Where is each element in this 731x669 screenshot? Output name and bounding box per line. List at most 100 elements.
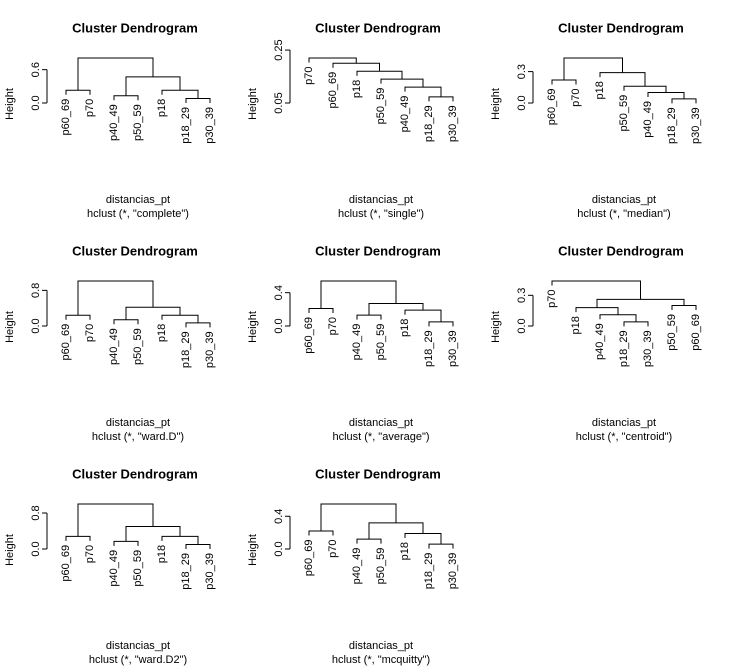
y-axis-label: Height [4, 311, 16, 343]
leaf-label: p30_39 [204, 331, 216, 368]
merge-link [185, 322, 211, 328]
leaf-label: p18_29 [180, 107, 192, 144]
merge-link [185, 98, 211, 104]
leaf-label: p50_59 [375, 88, 387, 125]
y-tick-label: 0.6 [30, 62, 42, 77]
leaf-label: p18 [594, 81, 606, 99]
y-tick-label: 0.4 [273, 285, 285, 300]
panel: Cluster Dendrogram Height distancias_pthcl… [4, 243, 216, 442]
leaf-label: p18_29 [618, 330, 630, 367]
merge-link [380, 78, 424, 88]
merge-link [647, 92, 685, 99]
panel: Cluster Dendrogram Height distancias_pthcl… [247, 243, 459, 442]
x-axis-label: distancias_pt [349, 194, 413, 206]
x-axis-label: distancias_pt [592, 194, 656, 206]
leaf-label: p60_69 [60, 99, 72, 136]
merge-link [113, 95, 139, 101]
leaf-label: p50_59 [375, 324, 387, 361]
merge-link [65, 535, 91, 541]
leaf-label: p40_49 [108, 104, 120, 141]
leaf-label: p70 [546, 290, 558, 308]
y-tick-label: 0.0 [30, 541, 42, 556]
merge-link [125, 76, 181, 96]
merge-link [113, 319, 139, 325]
y-tick-label: 0.3 [516, 64, 528, 79]
y-axis-label: Height [247, 311, 259, 343]
y-tick-label: 0.25 [273, 39, 285, 60]
y-tick-label: 0.05 [273, 92, 285, 113]
leaf-label: p18 [351, 80, 363, 98]
y-tick-label: 0.8 [30, 505, 42, 520]
leaf-label: p50_59 [132, 328, 144, 365]
subtitle: hclust (*, "median") [577, 208, 670, 220]
merge-link [623, 321, 649, 327]
y-axis-label: Height [490, 311, 502, 343]
leaf-label: p18_29 [180, 553, 192, 590]
leaf-label: p30_39 [690, 107, 702, 144]
merge-link [320, 280, 397, 309]
leaf-label: p70 [327, 317, 339, 335]
y-tick-label: 0.0 [516, 95, 528, 110]
leaf-label: p18 [156, 99, 168, 117]
merge-link [356, 314, 382, 320]
leaf-label: p18 [399, 542, 411, 560]
leaf-label: p70 [303, 67, 315, 85]
y-tick-label: 0.0 [273, 541, 285, 556]
leaf-label: p30_39 [447, 105, 459, 142]
leaf-label: p40_49 [399, 96, 411, 133]
merge-link [356, 538, 382, 544]
y-axis-label: Height [247, 88, 259, 120]
merge-link [599, 72, 646, 87]
chart-title: Cluster Dendrogram [72, 243, 198, 258]
y-tick-label: 0.4 [273, 509, 285, 524]
leaf-label: p60_69 [546, 88, 558, 125]
chart-title: Cluster Dendrogram [72, 20, 198, 35]
leaf-label: p18 [570, 316, 582, 334]
chart-title: Cluster Dendrogram [72, 466, 198, 481]
subtitle: hclust (*, "centroid") [576, 431, 672, 443]
chart-title: Cluster Dendrogram [315, 20, 441, 35]
leaf-label: p40_49 [642, 101, 654, 138]
leaf-label: p50_59 [132, 104, 144, 141]
leaf-label: p18_29 [180, 331, 192, 368]
merge-link [77, 57, 154, 91]
x-axis-label: distancias_pt [349, 640, 413, 652]
subtitle: hclust (*, "ward.D") [92, 431, 184, 443]
chart-title: Cluster Dendrogram [558, 20, 684, 35]
leaf-label: p30_39 [204, 553, 216, 590]
leaf-label: p60_69 [60, 545, 72, 582]
merge-link [77, 503, 154, 537]
leaf-label: p18 [156, 324, 168, 342]
subtitle: hclust (*, "average") [332, 431, 429, 443]
merge-link [551, 280, 641, 300]
leaf-label: p50_59 [666, 314, 678, 351]
merge-link [596, 298, 685, 308]
y-tick-label: 0.0 [30, 95, 42, 110]
leaf-label: p30_39 [642, 330, 654, 367]
merge-link [320, 503, 397, 531]
leaf-label: p18 [156, 545, 168, 563]
leaf-label: p50_59 [375, 548, 387, 585]
leaf-label: p30_39 [447, 553, 459, 590]
leaf-label: p30_39 [204, 107, 216, 144]
x-axis-label: distancias_pt [592, 417, 656, 429]
leaf-label: p40_49 [108, 328, 120, 365]
merge-link [671, 98, 697, 104]
x-axis-label: distancias_pt [106, 640, 170, 652]
leaf-label: p70 [84, 324, 96, 342]
merge-link [77, 280, 154, 316]
leaf-label: p70 [84, 99, 96, 117]
subtitle: hclust (*, "complete") [87, 208, 189, 220]
merge-link [308, 57, 357, 64]
leaf-label: p18_29 [666, 107, 678, 144]
y-axis-label: Height [4, 88, 16, 120]
leaf-label: p70 [84, 545, 96, 563]
chart-title: Cluster Dendrogram [315, 243, 441, 258]
merge-link [161, 535, 199, 545]
leaf-label: p70 [570, 88, 582, 106]
y-tick-label: 0.3 [516, 288, 528, 303]
panel: Cluster Dendrogram Height distancias_pthcl… [490, 243, 702, 442]
chart-title: Cluster Dendrogram [558, 243, 684, 258]
